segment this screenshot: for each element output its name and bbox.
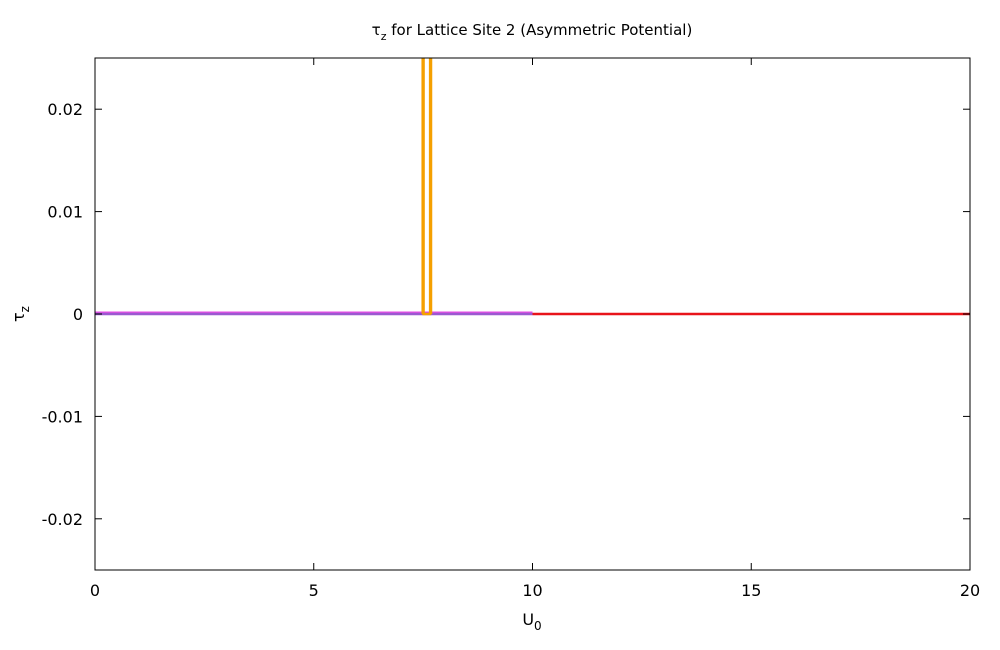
- series-line-3: [421, 58, 433, 316]
- y-tick-label: -0.01: [42, 407, 83, 426]
- y-tick-label: -0.02: [42, 510, 83, 529]
- chart-title-subscript: z: [381, 30, 387, 43]
- y-tick-label: 0.02: [47, 100, 83, 119]
- x-tick-label: 15: [741, 581, 761, 600]
- y-axis-label: τz: [9, 306, 32, 322]
- x-tick-label: 5: [309, 581, 319, 600]
- y-tick-label: 0.01: [47, 203, 83, 222]
- y-tick-label: 0: [73, 305, 83, 324]
- y-axis-ticks: 0.02 0.01 0 -0.01 -0.02: [42, 100, 970, 529]
- x-axis-ticks: 0 5 10 15 20: [90, 58, 980, 600]
- x-tick-label: 0: [90, 581, 100, 600]
- series-layer: [95, 58, 970, 316]
- x-tick-label: 20: [960, 581, 980, 600]
- y-axis-label-subscript: z: [18, 306, 32, 312]
- x-axis-label: U0: [522, 610, 541, 633]
- chart-title: τz for Lattice Site 2 (Asymmetric Potent…: [372, 21, 693, 43]
- x-axis-label-subscript: 0: [534, 619, 542, 633]
- x-tick-label: 10: [522, 581, 542, 600]
